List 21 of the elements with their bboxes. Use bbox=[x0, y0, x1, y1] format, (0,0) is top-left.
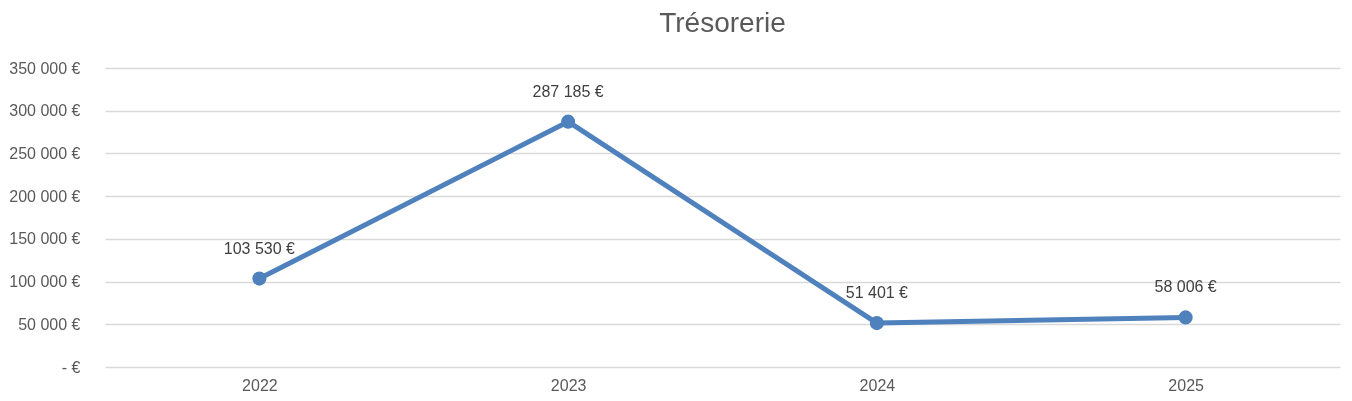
data-label: 287 185 € bbox=[532, 82, 604, 100]
y-tick-label: - € bbox=[61, 358, 81, 376]
y-tick-label: 200 000 € bbox=[9, 187, 81, 205]
data-label: 58 006 € bbox=[1154, 278, 1217, 296]
x-tick-label: 2023 bbox=[550, 376, 587, 394]
point bbox=[561, 114, 576, 129]
data-label: 51 401 € bbox=[845, 284, 909, 302]
chart-title: Trésorerie bbox=[659, 7, 786, 38]
x-tick-label: 2024 bbox=[859, 376, 896, 394]
y-tick-label: 50 000 € bbox=[18, 315, 81, 333]
y-tick-label: 100 000 € bbox=[9, 273, 81, 291]
y-tick-label: 250 000 € bbox=[9, 144, 81, 162]
y-tick-label: 350 000 € bbox=[9, 59, 81, 77]
point bbox=[1178, 310, 1193, 325]
y-tick-label: 150 000 € bbox=[9, 230, 81, 248]
point bbox=[869, 316, 884, 331]
data-label: 103 530 € bbox=[223, 239, 296, 257]
x-tick-label: 2025 bbox=[1168, 376, 1205, 394]
x-tick-label: 2022 bbox=[242, 376, 278, 394]
point bbox=[252, 271, 267, 286]
y-tick-label: 300 000 € bbox=[9, 102, 81, 120]
